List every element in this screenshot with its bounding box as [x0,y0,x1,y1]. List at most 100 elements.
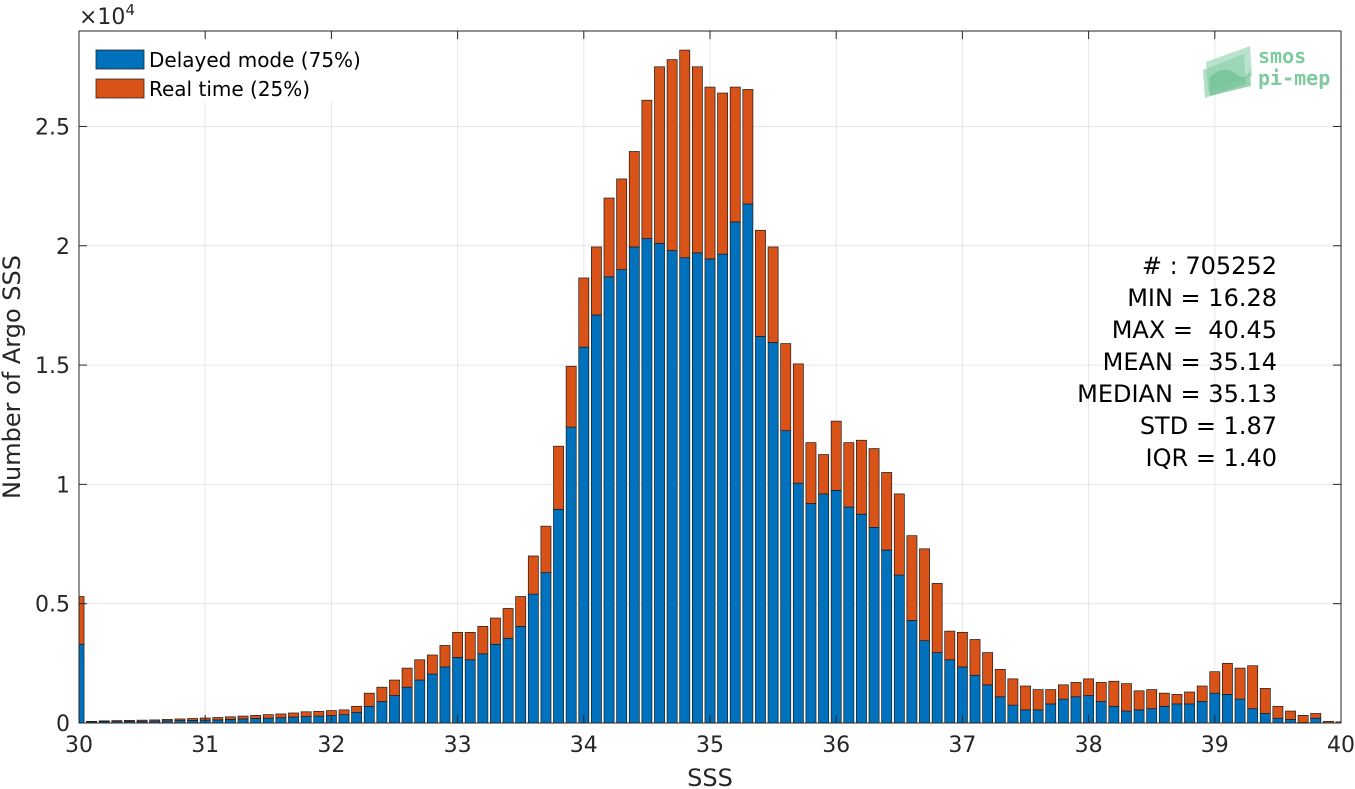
bar-delayed-mode [439,666,451,724]
bar-real-time [994,668,1006,698]
bar-delayed-mode [1020,709,1031,724]
bar-delayed-mode [1070,696,1082,724]
bar-real-time [881,472,893,551]
bar-real-time [1095,682,1107,702]
bar-delayed-mode [1259,713,1271,724]
bar-delayed-mode [502,637,514,724]
bar-delayed-mode [300,716,312,724]
bar-delayed-mode [1310,717,1322,724]
bar-real-time [969,639,981,676]
bar-delayed-mode [376,701,388,724]
bar-real-time [1108,680,1120,707]
bar-delayed-mode [426,673,438,724]
y-tick-label: 1.5 [35,354,70,379]
bar-delayed-mode [881,549,893,724]
logo-text-pimep: pi-mep [1258,66,1330,90]
bar-real-time [338,709,350,716]
bar-delayed-mode [414,679,426,724]
bar-delayed-mode [288,716,299,724]
bar-delayed-mode [843,506,855,724]
bar-real-time [1007,678,1019,706]
bar-real-time [187,718,198,721]
bar-delayed-mode [868,526,880,724]
bar-delayed-mode [578,346,590,724]
stats-annotation: # : 705252 MIN = 16.28 MAX = 40.45 MEAN … [1077,252,1277,472]
legend-label-delayed: Delayed mode (75%) [149,48,361,72]
bar-real-time [502,608,514,639]
bar-delayed-mode [565,426,577,724]
bar-real-time [654,66,665,244]
bar-real-time [1032,689,1044,711]
bar-real-time [1184,691,1195,705]
bar-real-time [1020,685,1031,711]
bar-delayed-mode [1045,703,1057,724]
bar-delayed-mode [490,643,501,724]
bar-real-time [1146,689,1158,710]
y-tick-label: 1 [56,473,70,498]
bar-real-time [893,493,905,576]
bar-delayed-mode [792,482,804,724]
bar-real-time [1171,694,1183,705]
bar-real-time [1133,690,1145,711]
bar-delayed-mode [704,258,716,724]
bar-delayed-mode [856,513,867,724]
bar-real-time [742,89,754,205]
bar-delayed-mode [641,238,653,724]
bar-real-time [237,715,249,720]
bar-delayed-mode [464,659,476,724]
legend: Delayed mode (75%) Real time (25%) [87,40,392,102]
bar-delayed-mode [780,430,792,724]
bar-delayed-mode [1095,701,1107,724]
x-tick-labels: 30 31 32 33 34 35 36 37 38 39 40 [65,733,1355,758]
logo-text-smos: smos [1258,44,1306,68]
bar-real-time [856,439,867,515]
bar-delayed-mode [1032,709,1044,724]
bar-delayed-mode [78,643,85,724]
bar-real-time [906,535,918,621]
bar-delayed-mode [401,686,413,724]
bar-delayed-mode [729,221,741,724]
smos-pi-mep-logo: smos pi-mep [1203,44,1330,98]
bar-real-time [288,712,299,718]
y-tick-label: 0.5 [35,593,70,618]
bar-real-time [767,246,779,343]
bar-real-time [439,645,451,668]
bar-real-time [250,715,262,719]
bar-real-time [679,49,691,259]
bar-delayed-mode [1196,701,1208,724]
bar-real-time [1196,685,1208,702]
bar-real-time [136,719,148,722]
x-tick-label: 38 [1075,733,1103,758]
bar-real-time [527,555,539,595]
bar-real-time [1057,684,1069,700]
legend-swatch-realtime [95,78,145,99]
x-tick-label: 40 [1327,733,1355,758]
bar-delayed-mode [679,257,691,724]
bar-delayed-mode [893,574,905,724]
bar-real-time [1083,678,1095,696]
bar-delayed-mode [1121,710,1132,724]
bar-delayed-mode [275,717,287,724]
x-tick-label: 31 [191,733,219,758]
stat-max: MAX = 40.45 [1112,316,1277,344]
bar-delayed-mode [830,489,842,724]
bar-delayed-mode [338,714,350,724]
bar-delayed-mode [237,718,249,724]
x-tick-label: 36 [822,733,850,758]
bar-delayed-mode [628,246,640,724]
stat-count: # : 705252 [1142,252,1277,280]
legend-label-realtime: Real time (25%) [149,77,310,101]
bar-real-time [401,667,413,688]
bar-real-time [452,631,463,658]
bar-real-time [792,363,804,484]
bar-real-time [98,720,110,722]
bar-delayed-mode [1171,703,1183,724]
bar-real-time [1222,662,1233,695]
bar-delayed-mode [363,705,375,724]
x-tick-label: 37 [948,733,976,758]
bar-delayed-mode [225,719,236,724]
bar-real-time [174,718,186,721]
bar-real-time [1259,688,1271,714]
bar-real-time [944,630,956,661]
bar-delayed-mode [1158,705,1170,724]
